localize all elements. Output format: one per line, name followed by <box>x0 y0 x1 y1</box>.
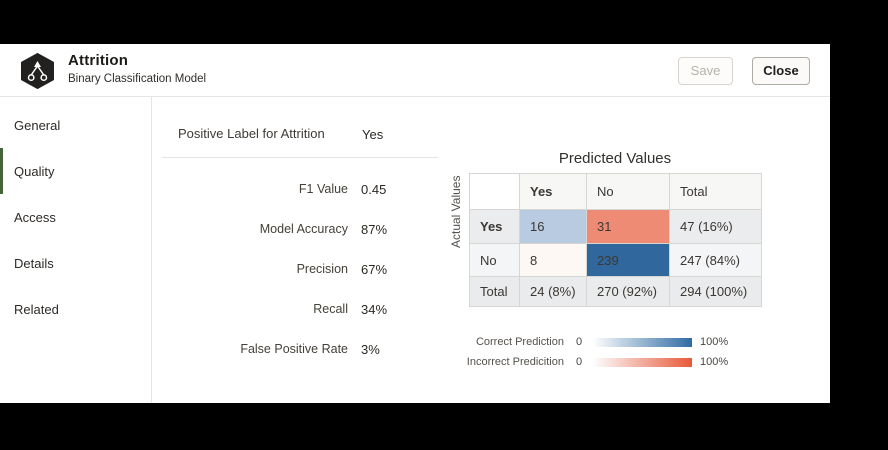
metric-row-precision: Precision 67% <box>162 249 462 289</box>
sidebar-item-related[interactable]: Related <box>14 301 59 317</box>
metric-row-f1: F1 Value 0.45 <box>162 169 462 209</box>
matrix-row-label: No <box>469 243 520 277</box>
matrix-corner-cell <box>469 173 520 210</box>
model-subtitle: Binary Classification Model <box>68 73 207 85</box>
metric-row-accuracy: Model Accuracy 87% <box>162 209 462 249</box>
matrix-legend: Correct Prediction 0 100% Incorrect Pred… <box>426 332 728 372</box>
matrix-row-total: Total 24 (8%) 270 (92%) 294 (100%) <box>469 276 762 307</box>
matrix-col-header-no: No <box>586 173 670 210</box>
metric-label: Recall <box>313 302 348 316</box>
metric-value: 3% <box>361 341 380 357</box>
matrix-row-no: No 8 239 247 (84%) <box>469 243 762 277</box>
metrics-divider <box>162 157 438 158</box>
sidebar-item-details[interactable]: Details <box>14 255 54 271</box>
matrix-cell-fp: 8 <box>519 243 587 277</box>
dialog-header: Attrition Binary Classification Model Sa… <box>0 44 830 97</box>
model-dialog: Attrition Binary Classification Model Sa… <box>0 44 830 403</box>
legend-min: 0 <box>576 336 583 348</box>
legend-row-correct: Correct Prediction 0 100% <box>426 332 728 352</box>
sidebar-item-quality[interactable]: Quality <box>0 148 151 194</box>
matrix-row-yes: Yes 16 31 47 (16%) <box>469 209 762 244</box>
close-button[interactable]: Close <box>752 57 810 85</box>
metric-value: 67% <box>361 261 388 277</box>
metric-row-recall: Recall 34% <box>162 289 462 329</box>
matrix-cell-tp: 16 <box>519 209 587 244</box>
legend-max: 100% <box>700 336 729 348</box>
metric-label: Precision <box>296 262 348 276</box>
matrix-cell-col-total: 24 (8%) <box>519 276 587 307</box>
legend-max: 100% <box>700 356 729 368</box>
matrix-col-header-yes: Yes <box>519 173 587 210</box>
positive-label-caption: Positive Label for Attrition <box>178 126 325 141</box>
matrix-cell-fn: 31 <box>586 209 670 244</box>
sidebar-item-general[interactable]: General <box>14 117 61 133</box>
metric-label: False Positive Rate <box>240 342 348 356</box>
metric-label: Model Accuracy <box>259 222 348 236</box>
actual-values-axis-label: Actual Values <box>449 175 463 249</box>
metric-row-fpr: False Positive Rate 3% <box>162 329 462 369</box>
sidebar-nav: General Quality Access Details Related <box>0 97 152 403</box>
metric-value: 87% <box>361 221 388 237</box>
metric-value: 34% <box>361 301 388 317</box>
matrix-cell-row-total: 247 (84%) <box>669 243 762 277</box>
matrix-cell-tn: 239 <box>586 243 670 277</box>
model-hexagon-icon <box>21 53 54 89</box>
legend-label: Incorrect Predicition <box>466 356 564 368</box>
predicted-values-title: Predicted Values <box>558 150 672 167</box>
metric-value: 0.45 <box>361 181 387 197</box>
legend-label: Correct Prediction <box>475 336 564 348</box>
matrix-col-header-total: Total <box>669 173 762 210</box>
legend-min: 0 <box>576 356 583 368</box>
matrix-cell-row-total: 47 (16%) <box>669 209 762 244</box>
confusion-matrix-table: Yes No Total Yes 16 31 47 (16%) No 8 239… <box>469 173 762 307</box>
matrix-cell-col-total: 270 (92%) <box>586 276 670 307</box>
matrix-cell-grand-total: 294 (100%) <box>669 276 762 307</box>
matrix-header-row: Yes No Total <box>469 173 762 210</box>
metric-label: F1 Value <box>298 182 348 196</box>
save-button[interactable]: Save <box>678 57 733 85</box>
positive-label-value: Yes <box>362 127 384 142</box>
legend-gradient-blue <box>594 337 692 347</box>
sidebar-item-access[interactable]: Access <box>14 209 56 225</box>
legend-gradient-red <box>594 357 692 367</box>
matrix-row-label: Total <box>469 276 520 307</box>
model-title: Attrition <box>68 52 129 69</box>
matrix-row-label: Yes <box>469 209 520 244</box>
metrics-list: F1 Value 0.45 Model Accuracy 87% Precisi… <box>162 169 462 369</box>
legend-row-incorrect: Incorrect Predicition 0 100% <box>426 352 728 372</box>
